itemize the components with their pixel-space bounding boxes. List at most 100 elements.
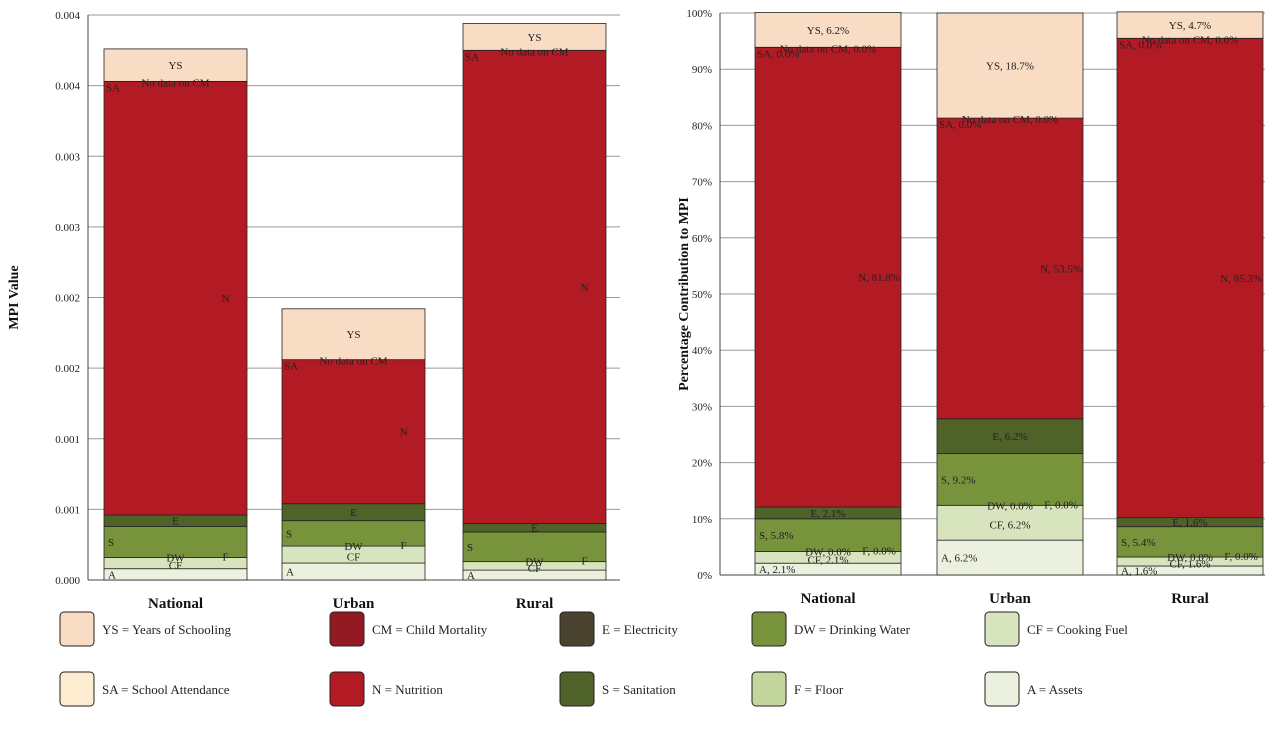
mpi-data-label-dw: DW [525, 557, 544, 569]
mpi-data-label-dw: DW [344, 541, 363, 553]
legend-swatch-ys [59, 611, 95, 647]
mpi-data-label-ys: YS [346, 329, 360, 341]
pct-y-tick-label: 100% [686, 8, 712, 20]
mpi-x-tick-label: Rural [516, 596, 554, 612]
pct-data-label-cm: No data on CM, 0.0% [962, 114, 1059, 126]
mpi-bar-national-s [103, 525, 248, 558]
pct-data-label-f: F, 0.0% [1224, 551, 1258, 563]
pct-data-label-sa: SA, 0.0% [1119, 39, 1161, 51]
mpi-data-label-dw: DW [166, 552, 185, 564]
mpi-y-tick-label: 0.003 [55, 151, 80, 163]
mpi-y-tick-label: 0.004 [55, 81, 80, 93]
mpi-y-tick-label: 0.001 [55, 504, 80, 516]
mpi-bar-rural-n [462, 49, 607, 524]
legend-swatch-f [751, 671, 787, 707]
pct-y-tick-label: 0% [697, 570, 712, 582]
pct-data-label-n: N, 81.8% [858, 272, 900, 284]
pct-data-label-s: S, 5.8% [759, 530, 794, 542]
mpi-bar-rural-ys [462, 23, 607, 51]
pct-data-label-dw: DW, 0.0% [1167, 552, 1213, 564]
pct-data-label-ys: YS, 6.2% [807, 25, 849, 37]
legend-label-cf: CF = Cooking Fuel [1027, 622, 1128, 637]
pct-data-label-f: F, 0.0% [862, 545, 896, 557]
pct-y-axis-label: Percentage Contribution to MPI [677, 197, 692, 391]
pct-data-label-dw: DW, 0.0% [987, 500, 1033, 512]
pct-y-tick-label: 70% [692, 177, 712, 189]
legend-swatch-dw [751, 611, 787, 647]
mpi-bar-national-ys [103, 48, 248, 82]
pct-data-label-cf: CF, 2.1% [808, 554, 849, 566]
mpi-y-tick-label: 0.004 [55, 10, 80, 22]
mpi-data-label-cf: CF [528, 563, 541, 575]
pct-data-label-e: E, 2.1% [810, 508, 845, 520]
mpi-bar-national-n [103, 80, 248, 516]
mpi-bar-urban-s [281, 520, 426, 547]
pct-x-tick-label: National [800, 591, 855, 607]
mpi-x-tick-label: Urban [333, 596, 375, 612]
mpi-data-label-cm: No data on CM [141, 77, 209, 89]
pct-data-label-cf: CF, 6.2% [990, 520, 1031, 532]
pct-data-label-a: A, 1.6% [1121, 566, 1157, 578]
pct-y-tick-label: 90% [692, 64, 712, 76]
pct-x-tick-label: Urban [989, 591, 1031, 607]
mpi-data-label-cf: CF [347, 552, 360, 564]
pct-data-label-cf: CF, 1.6% [1170, 559, 1211, 571]
pct-data-label-cm: No data on CM, 0.0% [1142, 34, 1239, 46]
pct-bar-urban-cf [936, 504, 1084, 541]
mpi-bar-urban-ys [281, 308, 426, 361]
pct-y-tick-label: 20% [692, 458, 712, 470]
legend-swatch-cm [329, 611, 365, 647]
legend-swatch-n [329, 671, 365, 707]
mpi-data-label-ys: YS [527, 32, 541, 44]
percentage-contribution-chart: 0% 10% 20% 30% 40% 50% 60% 70% 80% 90% 100% Percent… [677, 8, 1265, 607]
legend-swatch-s [559, 671, 595, 707]
pct-bar-urban-a [936, 539, 1084, 576]
mpi-data-label-f: F [222, 551, 228, 563]
legend-label-e: E = Electricity [602, 622, 678, 637]
pct-data-label-cm: No data on CM, 0.0% [780, 43, 877, 55]
mpi-data-label-n: N [581, 282, 589, 294]
mpi-data-label-cm: No data on CM [319, 356, 387, 368]
legend: YS = Years of Schooling CM = Child Mortal… [59, 611, 1128, 707]
mpi-data-label-e: E [350, 507, 357, 519]
pct-data-label-e: E, 1.6% [1172, 517, 1207, 529]
pct-data-label-ys: YS, 4.7% [1169, 20, 1211, 32]
mpi-data-label-a: A [108, 569, 116, 581]
legend-label-ys: YS = Years of Schooling [102, 622, 232, 637]
pct-data-label-n: N, 53.5% [1040, 263, 1082, 275]
mpi-data-label-f: F [581, 556, 587, 568]
pct-bar-national-n [754, 46, 902, 508]
legend-label-n: N = Nutrition [372, 682, 443, 697]
legend-label-a: A = Assets [1027, 682, 1083, 697]
pct-data-label-s: S, 9.2% [941, 474, 976, 486]
pct-y-tick-label: 50% [692, 289, 712, 301]
pct-y-tick-label: 40% [692, 345, 712, 357]
pct-data-label-e: E, 6.2% [992, 431, 1027, 443]
pct-bar-urban-ys [936, 12, 1084, 119]
mpi-bar-urban-a [281, 562, 426, 581]
mpi-data-label-n: N [222, 293, 230, 305]
mpi-data-label-s: S [108, 537, 114, 549]
pct-bar-rural-ys [1116, 11, 1264, 39]
mpi-data-label-n: N [400, 427, 408, 439]
mpi-data-label-f: F [400, 540, 406, 552]
mpi-data-label-sa: SA [284, 361, 298, 373]
mpi-data-label-cf: CF [169, 560, 182, 572]
mpi-y-tick-label: 0.003 [55, 222, 80, 234]
legend-swatch-cf [984, 611, 1020, 647]
mpi-data-label-s: S [467, 542, 473, 554]
pct-data-label-s: S, 5.4% [1121, 537, 1156, 549]
mpi-y-tick-label: 0.002 [55, 363, 80, 375]
mpi-y-axis-label: MPI Value [7, 265, 22, 329]
mpi-data-label-a: A [286, 567, 294, 579]
pct-y-tick-label: 30% [692, 401, 712, 413]
pct-y-tick-label: 10% [692, 514, 712, 526]
pct-data-label-ys: YS, 18.7% [986, 61, 1034, 73]
mpi-data-label-a: A [467, 570, 475, 582]
mpi-value-chart: 0.000 0.001 0.001 0.002 0.002 0.003 0.003 0.004… [7, 10, 620, 612]
pct-data-label-sa: SA, 0.0% [757, 48, 799, 60]
pct-x-tick-label: Rural [1171, 591, 1209, 607]
legend-label-s: S = Sanitation [602, 682, 676, 697]
mpi-data-label-ys: YS [168, 60, 182, 72]
